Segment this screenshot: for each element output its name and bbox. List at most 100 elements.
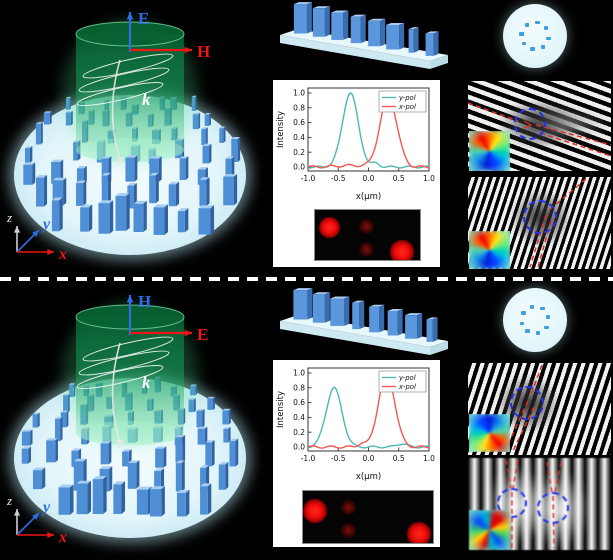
- svg-text:0.5: 0.5: [393, 454, 405, 463]
- right-field-label: E: [197, 325, 208, 344]
- svg-text:0.0: 0.0: [293, 163, 305, 172]
- focal-spot: [319, 217, 340, 238]
- up-field-label: H: [138, 292, 151, 311]
- section-divider: [0, 277, 613, 281]
- x-axis-label: x: [58, 529, 67, 546]
- svg-text:1.0: 1.0: [423, 454, 435, 463]
- focal-spot-image-bottom: [302, 490, 434, 544]
- focal-spot: [303, 499, 327, 523]
- metasurface-top-view-bottom: [503, 288, 567, 352]
- nanopillar: [98, 200, 114, 234]
- svg-text:0.0: 0.0: [293, 443, 305, 452]
- svg-text:0.6: 0.6: [293, 398, 305, 407]
- y-axis-label: y: [41, 499, 51, 516]
- up-field-arrow: H: [126, 292, 151, 335]
- nanopillar: [175, 434, 186, 463]
- metasurface-3d-scene-bottom: k H E z y x: [0, 283, 262, 560]
- base-slab-front: [280, 35, 430, 69]
- focal-spot: [341, 523, 356, 538]
- dislocation-circle: [523, 200, 557, 234]
- nanopillar: [35, 122, 43, 145]
- svg-text:0.2: 0.2: [293, 428, 305, 437]
- nanopillar: [76, 165, 87, 184]
- legend-label: y-pol: [398, 94, 416, 102]
- dislocation-circle: [537, 492, 569, 524]
- nanopillar: [100, 441, 112, 465]
- nanopillar: [179, 156, 189, 181]
- k-vector-arrow: k: [111, 342, 151, 449]
- metasurface-3d-scene-top: k E H z y x: [0, 0, 262, 277]
- nanopillar-array-front: [21, 434, 239, 517]
- unit-pillar: [386, 22, 405, 50]
- nanopillar: [149, 486, 165, 517]
- nanopillar: [125, 155, 138, 182]
- nanopillar: [219, 126, 226, 143]
- disc-mark: [519, 31, 525, 36]
- y-axis-title: Intensity: [276, 111, 286, 148]
- nanopillar: [51, 159, 64, 184]
- disc-mark: [534, 21, 540, 25]
- svg-text:0.8: 0.8: [293, 103, 305, 112]
- x-axis-title: x(μm): [356, 472, 381, 482]
- unit-pillar: [312, 6, 330, 37]
- nanopillar: [23, 162, 36, 185]
- nanopillar: [218, 461, 229, 490]
- svg-text:1.0: 1.0: [293, 369, 305, 378]
- x-axis-title: x(μm): [356, 192, 381, 202]
- nanopillar: [197, 426, 208, 445]
- nanopillar: [222, 408, 231, 425]
- legend-label: y-pol: [398, 374, 416, 382]
- unit-pillar: [293, 288, 313, 320]
- disc-mark: [525, 329, 531, 334]
- nanopillar: [115, 193, 130, 231]
- svg-text:0.6: 0.6: [293, 118, 305, 127]
- nanopillar: [177, 208, 189, 233]
- nanopillar: [149, 173, 159, 204]
- nanopillar: [155, 446, 167, 468]
- nanopillar: [52, 177, 67, 206]
- disc-mark: [546, 315, 551, 319]
- nanopillar: [202, 143, 212, 164]
- coordinate-axes: z y x: [6, 210, 67, 263]
- nanopillar: [127, 460, 140, 489]
- nanopillar: [223, 174, 238, 206]
- unit-pillar: [369, 304, 385, 333]
- interference-pattern-bottom-1: [468, 363, 611, 455]
- nanopillar: [196, 408, 205, 428]
- disc-mark: [521, 42, 526, 46]
- right-field-label: H: [197, 42, 210, 61]
- nanopillar: [229, 438, 239, 467]
- unit-pillar: [352, 300, 365, 330]
- svg-text:-1.0: -1.0: [301, 454, 316, 463]
- disc-mark: [540, 45, 545, 50]
- nanopillar: [60, 410, 69, 428]
- nanopillar: [24, 146, 33, 163]
- svg-text:0.2: 0.2: [293, 148, 305, 157]
- dislocation-circle: [510, 386, 544, 420]
- svg-text:1.0: 1.0: [423, 174, 435, 183]
- nanopillar: [199, 177, 210, 206]
- k-label: k: [142, 373, 151, 392]
- nanopillar: [92, 476, 107, 515]
- metasurface-top-view-top: [503, 4, 567, 68]
- nanopillar: [21, 446, 31, 464]
- interference-pattern-top-1: [468, 81, 611, 171]
- unit-pillar: [408, 27, 419, 53]
- base-slab-top: [280, 315, 448, 347]
- vortex-phase-inset: [469, 510, 510, 550]
- svg-text:-0.5: -0.5: [331, 174, 346, 183]
- intensity-plot-card-top: -1.0 -0.5 0.0 0.5 1.0 0.0 0.2 0.4 0.6 0.8 1.0 x(μm)…: [273, 80, 440, 267]
- dislocation-circle: [514, 108, 546, 140]
- nanopillar: [153, 204, 169, 235]
- svg-text:-0.5: -0.5: [331, 454, 346, 463]
- panel-bottom: k H E z y x -1.0 -0.5 0.0 0.5 1.0 0.0 0.2 0.4 0.…: [0, 283, 613, 560]
- nanopillar: [32, 412, 40, 428]
- focal-spot: [407, 522, 431, 543]
- nanopillar-array-front: [23, 155, 238, 235]
- disc-mark: [521, 310, 527, 315]
- focal-spot: [359, 242, 374, 257]
- series-x-pol: [308, 371, 429, 449]
- polarization-scribble: [76, 336, 174, 389]
- nanopillar: [54, 416, 63, 442]
- nanopillar: [154, 468, 165, 492]
